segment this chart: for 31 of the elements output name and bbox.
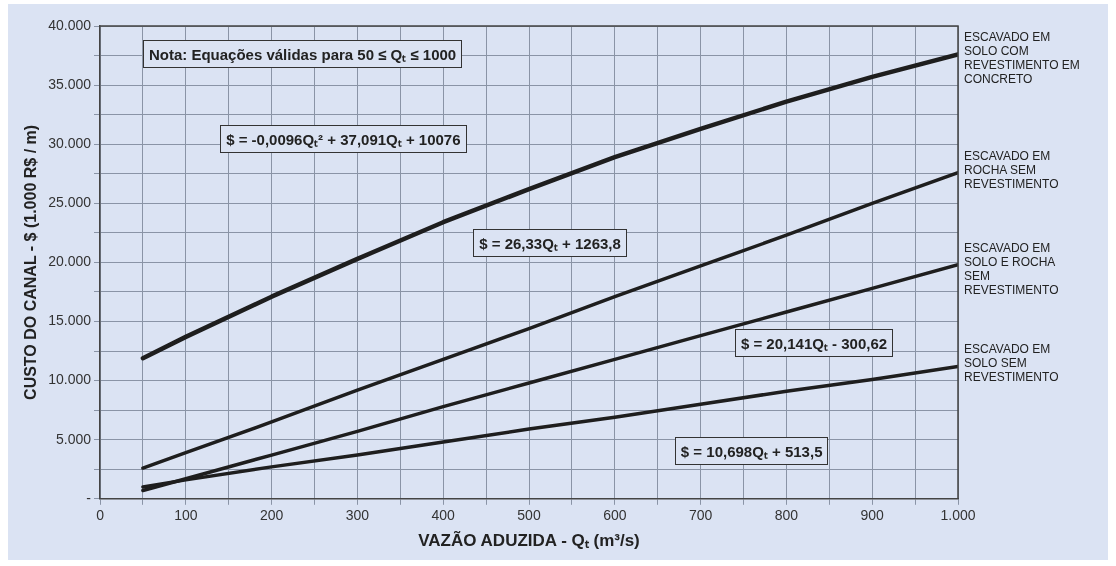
y-tick-label: 30.000	[48, 135, 92, 152]
x-tick-label: 0	[96, 507, 105, 524]
x-tick-label: 900	[860, 507, 885, 524]
y-tick-label: 35.000	[48, 75, 92, 92]
y-tick-label: 40.000	[48, 16, 92, 33]
annotation: $ = 26,33Qₜ + 1263,8	[473, 229, 627, 258]
x-tick-label: 700	[688, 507, 713, 524]
annotation: $ = 20,141Qₜ - 300,62	[734, 328, 894, 357]
y-axis-title: CUSTO DO CANAL - $ (1.000 R$ / m)	[22, 124, 40, 400]
x-tick-label: 200	[259, 507, 284, 524]
y-tick-label: 20.000	[48, 253, 92, 270]
x-tick-label: 1.000	[940, 507, 976, 524]
x-tick-label: 600	[603, 507, 627, 524]
series-label: ESCAVADO EM SOLO COM REVESTIMENTO EM CONCRETO	[964, 30, 1081, 87]
y-tick-label: 25.000	[48, 194, 92, 211]
y-tick-label: 5.000	[55, 430, 92, 447]
x-tick-label: 300	[345, 507, 370, 524]
y-tick-label: 15.000	[48, 312, 92, 329]
annotation: $ = -0,0096Qₜ² + 37,091Qₜ + 10076	[220, 125, 467, 154]
series-label: ESCAVADO EM SOLO SEM REVESTIMENTO	[964, 342, 1060, 385]
x-axis-title: VAZÃO ADUZIDA - Qₜ (m³/s)	[418, 530, 640, 551]
series-label: ESCAVADO EM SOLO E ROCHA SEM REVESTIMENTO	[964, 240, 1060, 297]
x-tick-label: 400	[431, 507, 456, 524]
x-tick-label: 500	[517, 507, 541, 524]
annotation: Nota: Equações válidas para 50 ≤ Qₜ ≤ 1000	[142, 40, 463, 69]
annotation: $ = 10,698Qₜ + 513,5	[674, 437, 829, 466]
x-tick-label: 100	[174, 507, 198, 524]
y-tick-label: 10.000	[48, 371, 92, 388]
series-label: ESCAVADO EM ROCHA SEM REVESTIMENTO	[964, 148, 1060, 191]
x-tick-label: 800	[774, 507, 799, 524]
y-tick-label: -	[86, 489, 92, 506]
